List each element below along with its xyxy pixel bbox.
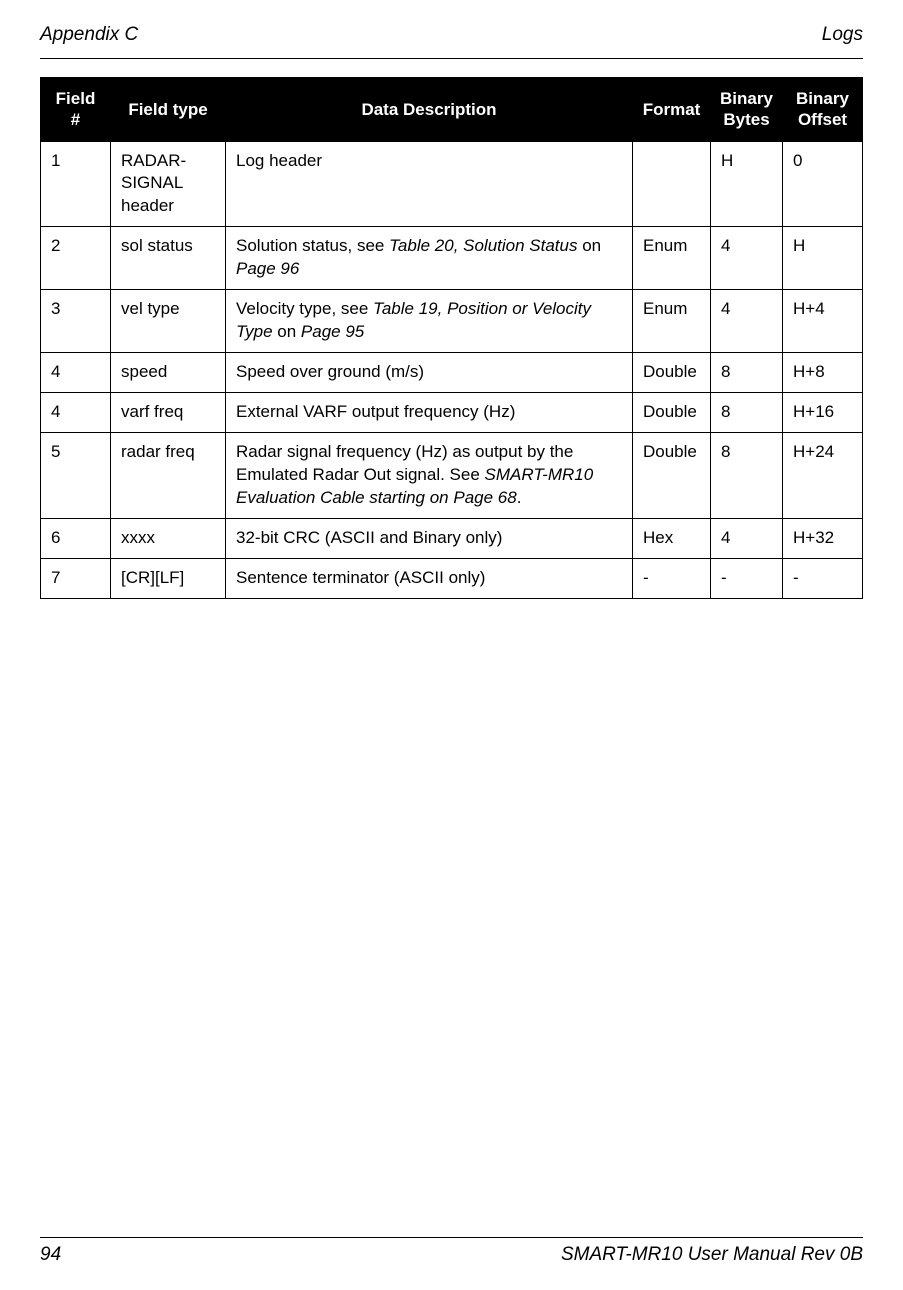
cell-binary-bytes: 4 [711,518,783,558]
cell-format: Enum [633,227,711,290]
cell-field-type: varf freq [111,393,226,433]
cell-format [633,141,711,227]
cell-data-description: 32-bit CRC (ASCII and Binary only) [226,518,633,558]
cell-binary-bytes: 8 [711,393,783,433]
cell-data-description: Sentence terminator (ASCII only) [226,558,633,598]
col-bytes: Binary Bytes [711,78,783,142]
cell-field-num: 5 [41,432,111,518]
cell-binary-bytes: 4 [711,290,783,353]
cell-data-description: External VARF output frequency (Hz) [226,393,633,433]
cell-binary-offset: H+24 [783,432,863,518]
header-left: Appendix C [40,24,138,46]
cell-field-type: radar freq [111,432,226,518]
cell-binary-bytes: 8 [711,353,783,393]
cell-binary-offset: - [783,558,863,598]
cell-field-type: [CR][LF] [111,558,226,598]
cell-field-num: 1 [41,141,111,227]
col-field-num: Field # [41,78,111,142]
table-row: 6xxxx32-bit CRC (ASCII and Binary only)H… [41,518,863,558]
cell-field-num: 7 [41,558,111,598]
cell-format: Double [633,393,711,433]
cell-field-type: sol status [111,227,226,290]
cell-binary-offset: H+4 [783,290,863,353]
table-row: 3vel typeVelocity type, see Table 19, Po… [41,290,863,353]
cell-binary-bytes: 4 [711,227,783,290]
cell-field-type: speed [111,353,226,393]
page-footer: 94 SMART-MR10 User Manual Rev 0B [40,1237,863,1266]
cell-binary-bytes: H [711,141,783,227]
table-row: 4varf freqExternal VARF output frequency… [41,393,863,433]
cell-data-description: Radar signal frequency (Hz) as output by… [226,432,633,518]
cell-binary-bytes: 8 [711,432,783,518]
page-number: 94 [40,1244,61,1266]
col-data-desc: Data Description [226,78,633,142]
page-header: Appendix C Logs [40,24,863,54]
header-rule [40,58,863,59]
log-fields-table: Field # Field type Data Description Form… [40,77,863,599]
cell-data-description: Velocity type, see Table 19, Position or… [226,290,633,353]
cell-format: Double [633,432,711,518]
cell-field-num: 3 [41,290,111,353]
col-field-type: Field type [111,78,226,142]
footer-rule [40,1237,863,1238]
cell-field-type: xxxx [111,518,226,558]
cell-field-num: 6 [41,518,111,558]
cell-binary-offset: H+16 [783,393,863,433]
table-row: 1RADAR-SIGNAL headerLog header H0 [41,141,863,227]
cell-binary-offset: H+32 [783,518,863,558]
table-row: 7[CR][LF]Sentence terminator (ASCII only… [41,558,863,598]
table-row: 4speedSpeed over ground (m/s)Double8H+8 [41,353,863,393]
cell-field-num: 4 [41,353,111,393]
table-header-row: Field # Field type Data Description Form… [41,78,863,142]
cell-data-description: Speed over ground (m/s) [226,353,633,393]
cell-format: Enum [633,290,711,353]
cell-field-type: RADAR-SIGNAL header [111,141,226,227]
cell-format: Double [633,353,711,393]
cell-binary-offset: H [783,227,863,290]
manual-title: SMART-MR10 User Manual Rev 0B [561,1244,863,1266]
cell-binary-offset: H+8 [783,353,863,393]
cell-binary-bytes: - [711,558,783,598]
cell-field-type: vel type [111,290,226,353]
cell-binary-offset: 0 [783,141,863,227]
cell-data-description: Solution status, see Table 20, Solution … [226,227,633,290]
cell-data-description: Log header [226,141,633,227]
table-row: 5radar freqRadar signal frequency (Hz) a… [41,432,863,518]
col-offset: Binary Offset [783,78,863,142]
cell-field-num: 4 [41,393,111,433]
cell-format: - [633,558,711,598]
cell-field-num: 2 [41,227,111,290]
col-format: Format [633,78,711,142]
cell-format: Hex [633,518,711,558]
header-right: Logs [822,24,863,46]
table-row: 2sol statusSolution status, see Table 20… [41,227,863,290]
